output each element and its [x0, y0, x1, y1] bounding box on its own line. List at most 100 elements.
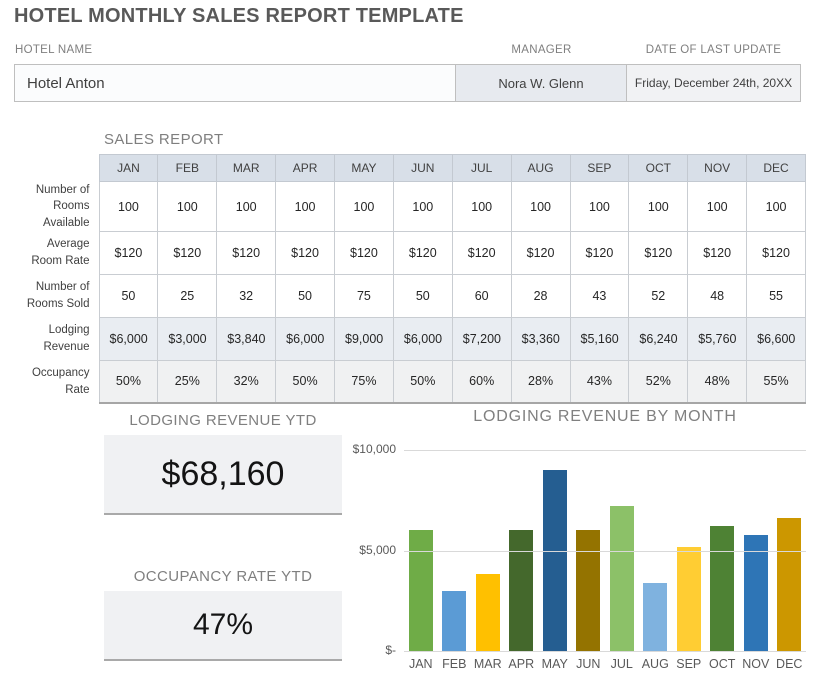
cell-jun-row4[interactable]: 50%	[392, 360, 453, 404]
currency-symbol: $	[698, 332, 706, 347]
cell-mar-row1[interactable]: $120	[216, 231, 277, 276]
cell-apr-row0[interactable]: 100	[275, 180, 335, 233]
month-header-dec: DEC	[746, 154, 806, 182]
cell-jan-row1[interactable]: $120	[98, 231, 159, 276]
cell-aug-row1[interactable]: $120	[510, 231, 571, 276]
hotel-name-field[interactable]: Hotel Anton	[14, 64, 456, 102]
lodging-revenue-ytd-heading: LODGING REVENUE YTD	[129, 412, 317, 429]
cell-feb-row1[interactable]: $120	[157, 231, 218, 276]
cell-nov-row2[interactable]: 48	[687, 274, 748, 319]
cell-dec-row4[interactable]: 55%	[746, 360, 806, 404]
cell-dec-row1[interactable]: $120	[746, 231, 806, 276]
cell-sep-row0[interactable]: 100	[569, 180, 630, 233]
cell-jun-row0[interactable]: 100	[392, 180, 453, 233]
cell-jan-row0[interactable]: 100	[98, 180, 159, 233]
manager-value: Nora W. Glenn	[498, 75, 584, 91]
cell-jun-row3[interactable]: $6,000	[392, 317, 453, 362]
cell-jul-row1[interactable]: $120	[451, 231, 512, 276]
cell-value: 6,000	[116, 332, 148, 347]
cell-aug-row2[interactable]: 28	[510, 274, 571, 319]
cell-apr-row4[interactable]: 50%	[275, 360, 335, 404]
month-header-feb: FEB	[157, 154, 218, 182]
cell-oct-row1[interactable]: $120	[628, 231, 689, 276]
table-row: Average Room Rate $120 $120 $120 $120 $120 $12…	[0, 231, 806, 276]
cell-oct-row0[interactable]: 100	[628, 180, 689, 233]
cell-nov-row3[interactable]: $5,760	[687, 317, 748, 362]
cell-feb-row0[interactable]: 100	[157, 180, 218, 233]
cell-dec-row0[interactable]: 100	[746, 180, 806, 233]
currency-symbol: $	[521, 332, 529, 347]
table-row: Occupancy Rate 50% 25% 32% 50% 75% 50% 60% 28% 43…	[0, 360, 806, 404]
cell-dec-row3[interactable]: $6,600	[746, 317, 806, 362]
cell-oct-row3[interactable]: $6,240	[628, 317, 689, 362]
cell-feb-row2[interactable]: 25	[157, 274, 218, 319]
chart-x-label-apr: APR	[508, 657, 535, 671]
cell-aug-row3[interactable]: $3,360	[510, 317, 571, 362]
cell-dec-row2[interactable]: 55	[746, 274, 806, 319]
cell-jul-row4[interactable]: 60%	[451, 360, 512, 404]
cell-nov-row1[interactable]: $120	[687, 231, 748, 276]
cell-jul-row2[interactable]: 60	[451, 274, 512, 319]
cell-jul-row3[interactable]: $7,200	[451, 317, 512, 362]
cell-oct-row4[interactable]: 52%	[628, 360, 689, 404]
month-header-aug: AUG	[510, 154, 571, 182]
manager-field[interactable]: Nora W. Glenn	[455, 64, 627, 102]
bar-nov	[743, 535, 768, 651]
cell-nov-row0[interactable]: 100	[687, 180, 748, 233]
cell-mar-row0[interactable]: 100	[216, 180, 277, 233]
cell-mar-row3[interactable]: $3,840	[216, 317, 277, 362]
cell-feb-row4[interactable]: 25%	[157, 360, 218, 404]
cell-jul-row0[interactable]: 100	[451, 180, 512, 233]
bar-jan	[408, 530, 433, 651]
cell-sep-row4[interactable]: 43%	[569, 360, 630, 404]
lodging-revenue-ytd-box[interactable]: $68,160	[104, 435, 342, 515]
cell-may-row0[interactable]: 100	[334, 180, 394, 233]
cell-value: 6,000	[410, 332, 443, 347]
cell-sep-row3[interactable]: $5,160	[569, 317, 630, 362]
cell-value: 5,160	[587, 332, 619, 347]
cell-sep-row1[interactable]: $120	[569, 231, 630, 276]
chart-title: LODGING REVENUE BY MONTH	[473, 408, 737, 425]
cell-feb-row3[interactable]: $3,000	[157, 317, 218, 362]
cell-apr-row1[interactable]: $120	[275, 231, 335, 276]
cell-oct-row2[interactable]: 52	[628, 274, 689, 319]
cell-sep-row2[interactable]: 43	[569, 274, 630, 319]
cell-mar-row2[interactable]: 32	[216, 274, 277, 319]
chart-x-axis-labels: JAN FEB MAR APR MAY JUN JUL AUG SEP OCT NOV DEC	[404, 657, 806, 671]
bar-column-may	[538, 450, 572, 651]
cell-aug-row4[interactable]: 28%	[510, 360, 571, 404]
cell-jan-row2[interactable]: 50	[98, 274, 159, 319]
cell-mar-row4[interactable]: 32%	[216, 360, 277, 404]
cell-may-row2[interactable]: 75	[334, 274, 394, 319]
row-label: Average Room Rate	[0, 231, 99, 275]
cell-value: 6,000	[293, 332, 325, 347]
chart-y-tick-label: $10,000	[352, 442, 396, 456]
cell-jun-row2[interactable]: 50	[392, 274, 453, 319]
bar-dec	[777, 518, 802, 651]
cell-jan-row3[interactable]: $6,000	[98, 317, 159, 362]
cell-aug-row0[interactable]: 100	[510, 180, 571, 233]
cell-may-row4[interactable]: 75%	[334, 360, 394, 404]
cell-jan-row4[interactable]: 50%	[98, 360, 159, 404]
cell-nov-row4[interactable]: 48%	[687, 360, 748, 404]
occupancy-rate-ytd-box[interactable]: 47%	[104, 591, 342, 661]
last-update-field[interactable]: Friday, December 24th, 20XX	[626, 64, 801, 102]
chart-y-tick-label: $-	[385, 643, 396, 657]
cell-jun-row1[interactable]: $120	[392, 231, 453, 276]
chart-x-label-jul: JUL	[610, 657, 633, 671]
currency-symbol: $	[109, 332, 117, 347]
bar-aug	[643, 583, 668, 651]
cell-may-row3[interactable]: $9,000	[334, 317, 394, 362]
cell-value: 3,000	[175, 332, 207, 347]
bar-column-aug	[639, 450, 673, 651]
chart-x-label-oct: OCT	[709, 657, 736, 671]
chart-gridline	[404, 550, 806, 552]
cell-value: 9,000	[351, 332, 384, 347]
cell-apr-row2[interactable]: 50	[275, 274, 335, 319]
cell-apr-row3[interactable]: $6,000	[275, 317, 335, 362]
row-label: Number of Rooms Available	[0, 181, 99, 232]
currency-symbol: $	[639, 332, 647, 347]
cell-may-row1[interactable]: $120	[334, 231, 394, 276]
cell-value: 6,600	[764, 332, 796, 347]
bar-column-sep	[672, 450, 706, 651]
